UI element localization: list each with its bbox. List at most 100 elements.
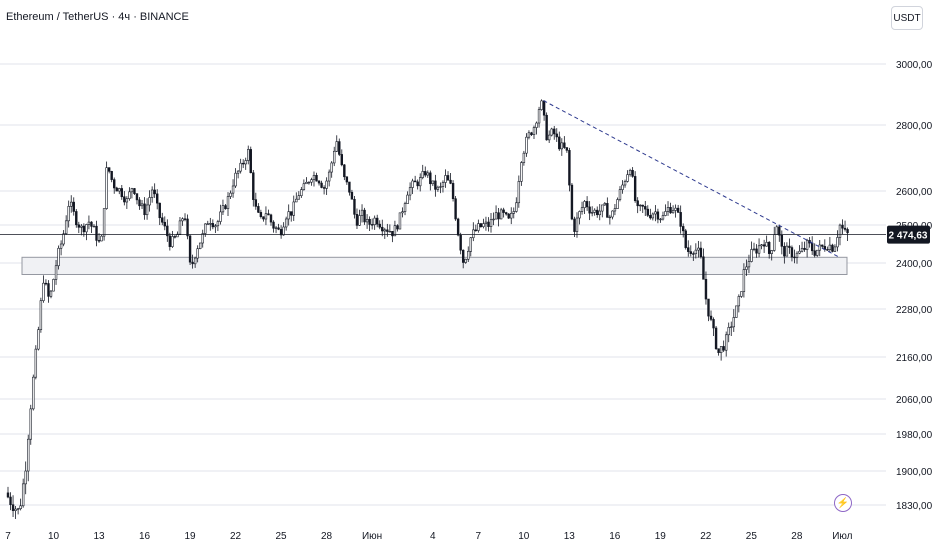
candle	[740, 291, 743, 298]
candle	[472, 222, 475, 242]
price-tick-label: 2280,00	[896, 305, 932, 316]
candle	[398, 212, 402, 230]
support-zone-rect	[21, 256, 848, 275]
candle	[34, 345, 38, 380]
candle	[515, 197, 518, 213]
candle	[843, 220, 847, 232]
candle	[671, 205, 675, 214]
candle	[219, 204, 222, 225]
candle	[504, 211, 508, 216]
candle	[85, 223, 88, 241]
time-axis[interactable]: 7 10 13 16 19 22 25 28 Июн 4 7 10 13 16 19 22 25 28 Июл	[5, 531, 852, 542]
candle	[664, 204, 667, 217]
candle	[110, 170, 113, 183]
time-tick-label: 22	[230, 531, 242, 542]
candle	[186, 214, 189, 240]
candle	[775, 225, 778, 235]
candle	[568, 147, 571, 192]
candle	[527, 130, 531, 140]
candle	[330, 161, 333, 178]
candle	[613, 204, 617, 216]
candle	[348, 181, 351, 196]
candle	[429, 170, 432, 191]
candle	[388, 224, 392, 233]
candle	[633, 171, 637, 203]
candle	[257, 203, 260, 214]
candle	[732, 309, 735, 332]
candle	[441, 180, 445, 193]
candle	[247, 145, 250, 165]
candle	[226, 192, 230, 216]
candle	[722, 340, 725, 353]
candle	[596, 206, 599, 218]
candle	[62, 230, 65, 247]
candle	[487, 217, 490, 232]
trendline[interactable]	[543, 100, 840, 258]
candle	[795, 251, 799, 264]
candle	[64, 215, 68, 235]
candle	[512, 207, 515, 219]
candle	[790, 245, 794, 262]
time-tick-label: 16	[139, 531, 151, 542]
candle	[687, 240, 690, 257]
candle	[831, 243, 834, 253]
candle	[343, 164, 346, 181]
candle	[67, 200, 70, 228]
candle	[479, 223, 483, 228]
current-price-tag	[887, 225, 930, 244]
candle	[636, 197, 639, 214]
candle	[446, 171, 450, 181]
candle	[107, 167, 111, 174]
time-tick-label: 4	[430, 531, 436, 542]
candle	[747, 254, 751, 274]
candle	[365, 214, 369, 229]
candle	[547, 130, 551, 143]
candle	[72, 197, 75, 216]
support-zone[interactable]	[21, 256, 848, 275]
candle	[239, 158, 242, 174]
candle	[833, 244, 837, 252]
candle	[234, 168, 237, 188]
candle	[333, 146, 336, 167]
candle	[368, 216, 371, 231]
candle	[27, 434, 30, 482]
candle	[393, 220, 397, 237]
price-axis[interactable]: 3000,002800,002600,002500,002400,002280,…	[896, 60, 932, 512]
candle	[353, 195, 356, 219]
candle	[32, 374, 35, 411]
candle	[803, 241, 806, 252]
candle	[780, 230, 784, 255]
candle	[209, 217, 212, 231]
candle	[484, 216, 488, 231]
candle	[641, 204, 644, 213]
candle	[224, 204, 227, 210]
candle	[644, 200, 647, 216]
candle	[793, 249, 796, 264]
candle	[770, 249, 773, 261]
candle	[467, 246, 470, 263]
candle	[168, 232, 172, 251]
candle	[798, 245, 801, 255]
candle	[376, 214, 379, 228]
candle	[406, 191, 409, 204]
candle	[421, 164, 424, 180]
candle	[444, 169, 447, 188]
candle	[241, 159, 245, 169]
candle	[674, 204, 677, 218]
currency-button[interactable]: USDT	[891, 6, 923, 30]
chart-title: Ethereum / TetherUS · 4ч · BINANCE	[6, 11, 189, 23]
candle	[553, 125, 556, 140]
candle	[585, 196, 589, 211]
time-tick-label: 28	[791, 531, 803, 542]
candle	[623, 179, 627, 188]
candle	[785, 242, 789, 257]
candle	[29, 404, 32, 445]
lightning-icon[interactable]: ⚡	[834, 494, 852, 512]
candle	[697, 240, 700, 258]
candle	[279, 225, 283, 239]
candle	[125, 196, 129, 209]
candle	[737, 294, 741, 313]
candle	[292, 195, 295, 221]
candle	[411, 178, 414, 195]
